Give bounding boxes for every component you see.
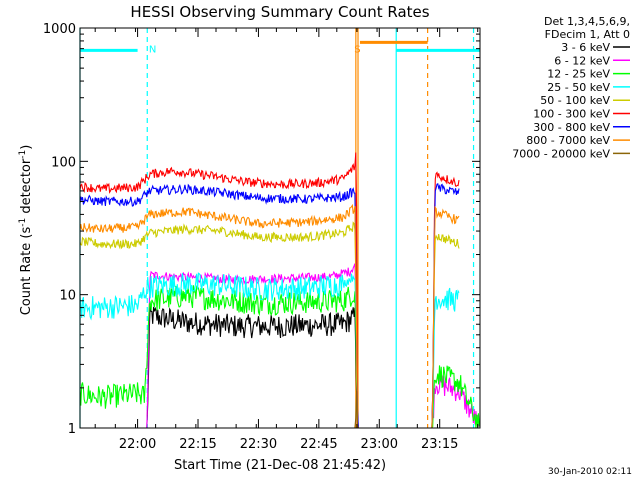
series-50-100-kev [80, 221, 460, 428]
legend-label-12-25-kev: 12 - 25 keV [547, 68, 610, 81]
legend-label-3-6-kev: 3 - 6 keV [561, 41, 610, 54]
series-3-6-kev [80, 303, 359, 428]
series-6-12-kev [80, 263, 480, 428]
y-axis-label-main: Count Rate (s [19, 227, 34, 316]
legend-label-6-12-kev: 6 - 12 keV [554, 54, 610, 67]
x-tick-label: 22:15 [179, 437, 216, 452]
series-100-300-kev [80, 152, 460, 428]
legend-label-50-100-kev: 50 - 100 keV [540, 94, 610, 107]
legend-label-7000-20000-kev: 7000 - 20000 keV [512, 147, 610, 160]
plot-frame [79, 27, 481, 429]
y-axis-label: Count Rate (s-1 detector-1) [18, 145, 34, 316]
series-800-7000-kev [80, 203, 460, 428]
legend-label-300-800-kev: 300 - 800 keV [533, 121, 610, 134]
y-tick-label: 1 [68, 422, 76, 437]
legend-header-line-2: FDecim 1, Att 0 [545, 28, 630, 41]
legend-label-25-50-kev: 25 - 50 keV [547, 81, 610, 94]
legend-header-line-1: Det 1,3,4,5,6,9, [544, 15, 630, 28]
series-300-800-kev [80, 182, 460, 428]
x-tick-label: 23:15 [421, 437, 458, 452]
annotation-s: S [354, 45, 360, 56]
footer-date: 30-Jan-2010 02:11 [548, 467, 632, 477]
annotation-n: N [149, 45, 156, 56]
legend-label-100-300-kev: 100 - 300 keV [533, 108, 610, 121]
y-tick-label: 100 [51, 155, 76, 170]
series-25-50-kev [80, 272, 460, 428]
x-axis-label: Start Time (21-Dec-08 21:45:42) [174, 458, 386, 473]
x-tick-label: 23:00 [361, 437, 398, 452]
axes: 1 10 100 1000 22:00 22:15 22:30 22:45 23:00 23:15 [43, 22, 481, 452]
chart-title: HESSI Observing Summary Count Rates [130, 3, 429, 21]
series-12-25-kev [80, 284, 480, 428]
legend-label-800-7000-kev: 800 - 7000 keV [526, 134, 610, 147]
y-axis-label-sup1: -1 [18, 218, 28, 227]
y-tick-label: 10 [59, 289, 76, 304]
x-tick-label: 22:30 [240, 437, 277, 452]
y-axis-label-sup2: -1 [18, 150, 28, 159]
y-axis-label-mid: detector [19, 158, 34, 218]
y-axis-label-end: ) [19, 145, 34, 150]
x-tick-label: 22:00 [119, 437, 156, 452]
x-tick-label: 22:45 [300, 437, 337, 452]
y-tick-label: 1000 [43, 22, 76, 37]
